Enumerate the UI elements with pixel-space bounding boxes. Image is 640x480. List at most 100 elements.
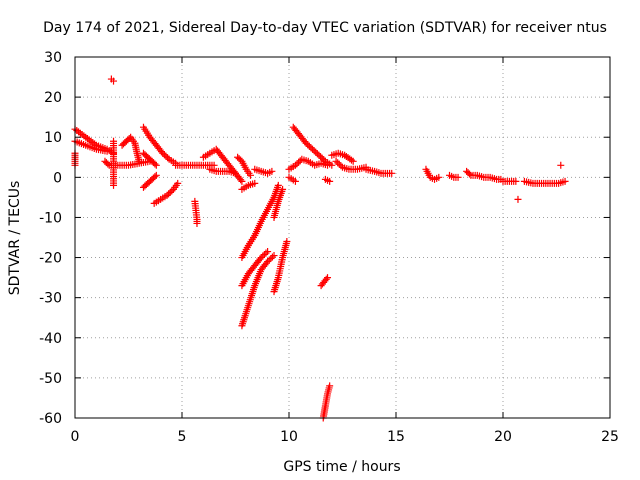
data-point <box>318 154 326 162</box>
x-tick-label: 15 <box>387 429 405 445</box>
data-point <box>174 179 182 187</box>
y-tick-label: -60 <box>39 411 62 427</box>
grid <box>75 57 610 418</box>
data-point <box>335 160 343 168</box>
data-points <box>71 75 569 422</box>
data-point <box>251 179 259 187</box>
data-point <box>312 148 320 156</box>
x-tick-label: 5 <box>178 429 187 445</box>
data-point <box>347 156 355 164</box>
data-point <box>337 162 345 170</box>
data-point <box>561 177 569 185</box>
data-point <box>238 177 246 185</box>
data-point <box>291 161 299 169</box>
y-tick-label: -20 <box>39 251 62 267</box>
chart-title: Day 174 of 2021, Sidereal Day-to-day VTE… <box>43 20 607 36</box>
data-point <box>262 249 270 257</box>
data-point <box>151 173 159 181</box>
data-point <box>152 161 160 169</box>
data-point <box>110 181 118 189</box>
data-point <box>165 190 173 198</box>
axis-ticks <box>74 56 611 419</box>
y-tick-label: 0 <box>53 170 62 186</box>
x-tick-label: 25 <box>601 429 619 445</box>
data-point <box>310 147 318 155</box>
data-point <box>259 252 267 260</box>
data-point <box>267 255 275 263</box>
data-point <box>307 144 315 152</box>
data-point <box>237 176 245 184</box>
data-point <box>232 169 239 177</box>
y-tick-label: 30 <box>44 50 62 66</box>
data-point <box>309 145 317 153</box>
x-tick-label: 0 <box>71 429 80 445</box>
data-point <box>246 171 254 179</box>
data-point <box>322 275 330 283</box>
data-point <box>160 151 168 159</box>
data-point <box>315 151 323 159</box>
data-point <box>265 256 273 264</box>
y-tick-label: 20 <box>44 90 62 106</box>
data-point <box>279 185 287 193</box>
data-point <box>274 181 282 189</box>
data-point <box>151 160 159 168</box>
data-point <box>104 160 112 168</box>
data-point <box>454 173 462 181</box>
data-point <box>268 253 276 261</box>
data-point <box>320 156 328 164</box>
x-tick-labels: 0 5 10 15 20 25 <box>71 429 619 445</box>
plot-frame <box>74 56 611 419</box>
y-tick-label: -30 <box>39 291 62 307</box>
data-point <box>324 274 332 282</box>
data-point <box>268 167 276 175</box>
data-point <box>264 248 272 256</box>
data-point <box>159 149 167 157</box>
data-point <box>305 142 313 150</box>
data-point <box>512 177 520 185</box>
data-point <box>110 77 118 85</box>
data-point <box>349 157 357 165</box>
data-point <box>326 177 334 185</box>
data-point <box>313 150 321 158</box>
data-point <box>304 141 312 149</box>
data-point <box>291 177 299 185</box>
y-tick-labels: 30 20 10 0 -10 -20 -30 -40 -50 -60 <box>39 50 62 427</box>
x-tick-label: 10 <box>280 429 298 445</box>
data-point <box>302 139 310 147</box>
data-point <box>295 158 303 166</box>
data-point <box>557 161 565 169</box>
data-point <box>293 160 301 168</box>
data-point <box>260 251 268 259</box>
x-axis-title: GPS time / hours <box>283 459 400 475</box>
x-tick-label: 20 <box>494 429 512 445</box>
data-point <box>164 154 172 162</box>
data-point <box>514 195 522 203</box>
data-point <box>326 382 334 390</box>
y-tick-label: -10 <box>39 210 62 226</box>
data-point <box>332 157 340 165</box>
data-point <box>257 254 265 262</box>
data-point <box>264 258 272 266</box>
y-tick-label: -40 <box>39 331 62 347</box>
data-point <box>388 169 396 177</box>
data-point <box>296 157 304 165</box>
data-point <box>328 161 336 169</box>
data-point <box>152 171 160 179</box>
data-point <box>283 238 291 246</box>
data-point <box>103 147 111 155</box>
data-point <box>162 152 170 160</box>
data-point <box>168 187 176 195</box>
data-point <box>270 252 278 260</box>
data-point <box>465 170 473 178</box>
data-point <box>193 219 201 227</box>
y-tick-label: -50 <box>39 371 62 387</box>
data-point <box>135 157 143 165</box>
y-axis-title: SDTVAR / TECUs <box>7 181 23 296</box>
data-point <box>317 153 325 161</box>
data-point <box>435 173 443 181</box>
data-point <box>163 191 171 199</box>
data-point <box>334 159 342 167</box>
data-point <box>166 188 174 196</box>
y-tick-label: 10 <box>44 130 62 146</box>
